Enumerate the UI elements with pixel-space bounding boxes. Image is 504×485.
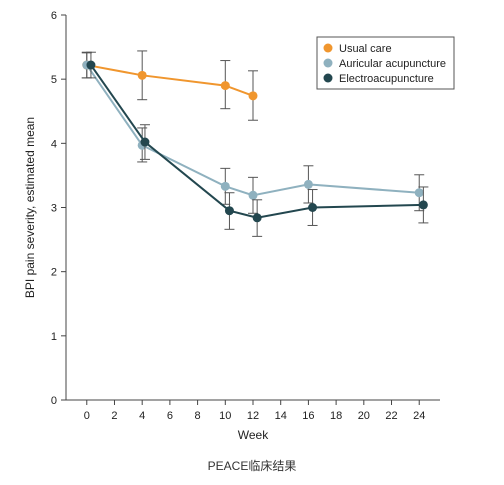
x-tick-label: 20 <box>358 410 370 422</box>
data-point <box>248 91 258 101</box>
y-tick-label: 5 <box>51 74 57 86</box>
figure-caption: PEACE临床结果 <box>207 459 297 473</box>
legend: Usual care Auricular acupuncture Electroac… <box>316 36 455 90</box>
x-tick-label: 24 <box>413 410 425 422</box>
series-3 <box>85 51 429 237</box>
x-tick-label: 12 <box>247 410 259 422</box>
y-tick-label: 2 <box>51 267 57 279</box>
legend-label: Electroacupuncture <box>339 73 434 85</box>
series-line <box>86 64 254 97</box>
data-point <box>86 60 96 70</box>
series-line <box>90 64 424 219</box>
data-point <box>220 81 230 91</box>
y-tick-label: 1 <box>51 331 57 343</box>
data-point <box>248 190 258 200</box>
legend-label: Auricular acupuncture <box>339 58 446 70</box>
x-tick-label: 16 <box>302 410 314 422</box>
x-tick-label: 0 <box>84 410 90 422</box>
x-tick-label: 10 <box>219 410 231 422</box>
data-point <box>220 181 230 191</box>
y-tick-label: 6 <box>51 10 57 22</box>
y-tick-label: 4 <box>51 138 57 150</box>
data-point <box>252 213 262 223</box>
legend-marker <box>323 73 333 83</box>
series-1 <box>81 50 258 121</box>
data-point <box>303 179 313 189</box>
data-point <box>418 200 428 210</box>
y-tick-label: 0 <box>51 395 57 407</box>
series-line <box>85 64 420 197</box>
legend-marker <box>323 43 333 53</box>
y-tick-label: 3 <box>51 203 57 215</box>
legend-box <box>316 36 455 90</box>
x-tick-label: 18 <box>330 410 342 422</box>
data-point <box>308 203 318 212</box>
y-ticks: 0 1 2 3 4 5 6 <box>51 10 66 407</box>
data-point <box>224 206 234 216</box>
legend-marker <box>323 58 333 68</box>
x-tick-label: 4 <box>139 410 145 422</box>
x-tick-label: 2 <box>111 410 117 422</box>
x-ticks: 0 2 4 6 8 10 12 14 16 18 20 22 24 <box>84 400 425 422</box>
x-tick-label: 22 <box>385 410 397 422</box>
data-point <box>414 188 424 198</box>
x-tick-label: 14 <box>275 410 287 422</box>
x-tick-label: 8 <box>195 410 201 422</box>
series-layer <box>81 50 429 237</box>
series-2 <box>81 51 425 214</box>
data-point <box>137 70 147 80</box>
legend-label: Usual care <box>339 43 392 55</box>
x-axis-title: Week <box>238 428 269 442</box>
y-axis-title: BPI pain severity, estimated mean <box>23 117 37 298</box>
data-point <box>140 137 150 147</box>
x-tick-label: 6 <box>167 410 173 422</box>
